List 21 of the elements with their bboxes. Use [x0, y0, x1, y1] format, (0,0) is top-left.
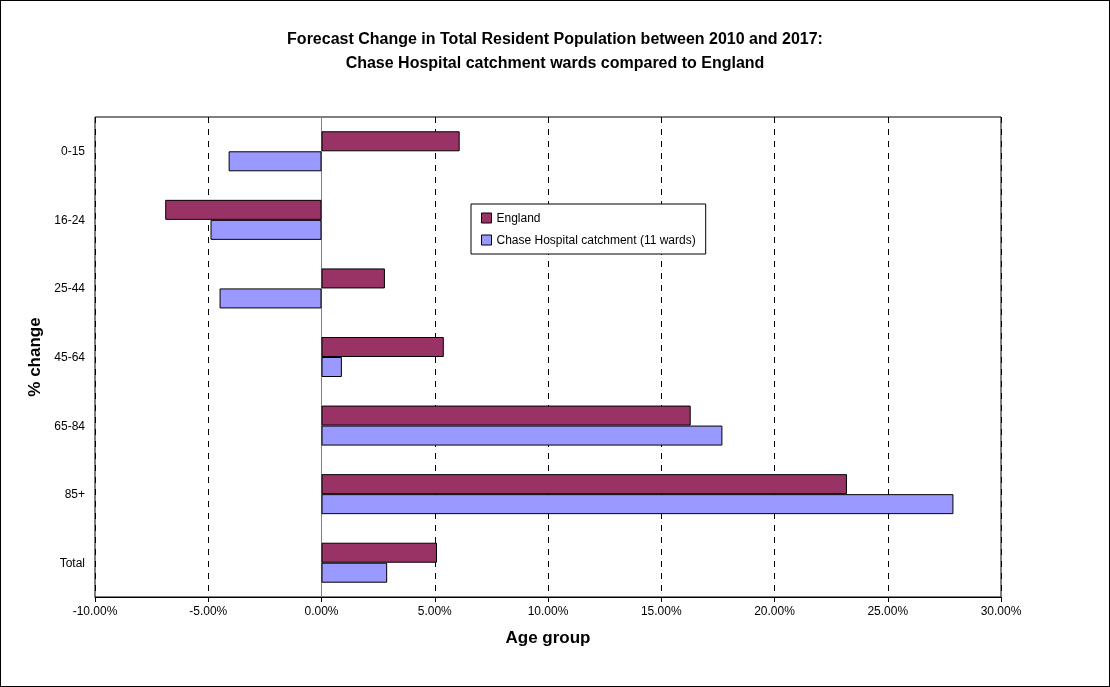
y-tick-label: 45-64: [54, 350, 86, 364]
legend-label: Chase Hospital catchment (11 wards): [496, 233, 696, 247]
chart-title: Forecast Change in Total Resident Population between 2010 and 2017: Chase Hospital catchment wards compared to England: [287, 29, 823, 71]
x-tick-label: -5.00%: [189, 604, 228, 618]
x-tick-label: 10.00%: [527, 604, 569, 618]
y-tick-label: 16-24: [54, 212, 86, 227]
x-tick-label: 5.00%: [417, 604, 453, 618]
x-tick-label: 0.00%: [304, 604, 339, 618]
x-tick-label: 15.00%: [640, 604, 682, 618]
y-tick-label: 0-15: [60, 144, 86, 159]
x-tick-label: 25.00%: [867, 604, 909, 618]
y-tick-label: Total: [59, 555, 85, 570]
x-tick-label: 30.00%: [980, 604, 1022, 618]
x-axis-title: Age group: [505, 628, 591, 647]
legend-label: England: [496, 211, 541, 225]
x-tick-label: 20.00%: [754, 604, 796, 618]
y-tick-label: 85+: [64, 487, 85, 502]
y-tick-label: 65-84: [54, 418, 86, 433]
x-tick-label: -10.00%: [72, 604, 118, 618]
y-axis-title: % change: [25, 317, 44, 397]
y-tick-label: 25-44: [54, 281, 86, 296]
